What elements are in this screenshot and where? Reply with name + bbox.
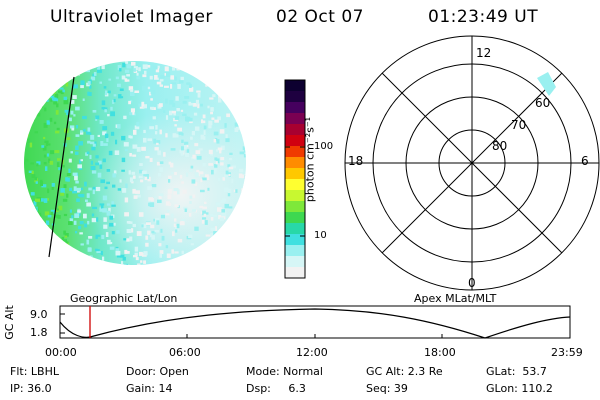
polar-ring-80: 80	[492, 139, 508, 153]
ymax-label: 9.0	[30, 308, 48, 321]
colorbar-swatch	[285, 234, 305, 246]
xtick-1200: 12:00	[296, 346, 328, 359]
polar-label-6: 6	[581, 154, 589, 168]
info-door: Door: Open	[126, 365, 189, 378]
info-mode: Mode: Normal	[246, 365, 323, 378]
colorbar	[284, 79, 306, 279]
info-ip: IP: 36.0	[10, 382, 52, 395]
colorbar-swatch	[285, 135, 305, 147]
polar-ring-60: 60	[535, 96, 551, 110]
gc-alt-ylabel: GC Alt	[2, 305, 16, 340]
colorbar-swatch	[285, 201, 305, 213]
colorbar-swatch	[285, 146, 305, 158]
terminator-line	[48, 76, 75, 258]
colorbar-swatch	[285, 179, 305, 191]
xtick-0600: 06:00	[169, 346, 201, 359]
colorbar-swatch	[285, 113, 305, 125]
xtick-1800: 18:00	[424, 346, 456, 359]
colorbar-swatch	[285, 91, 305, 103]
colorbar-tick-10: 10	[314, 230, 327, 241]
colorbar-swatch	[285, 256, 305, 268]
info-flt: Flt: LBHL	[10, 365, 59, 378]
info-glon: GLon: 110.2	[486, 382, 553, 395]
colorbar-swatch	[285, 102, 305, 114]
polar-aurora-patch	[537, 72, 556, 96]
info-glat: GLat: 53.7	[486, 365, 547, 378]
colorbar-swatch	[285, 190, 305, 202]
colorbar-swatch	[285, 157, 305, 169]
colorbar-swatch	[285, 168, 305, 180]
colorbar-tick-100: 100	[314, 141, 334, 152]
colorbar-swatch	[285, 212, 305, 224]
polar-plot	[344, 35, 600, 291]
info-gcalt: GC Alt: 2.3 Re	[366, 365, 443, 378]
polar-ring-70: 70	[511, 118, 527, 132]
ymin-label: 1.8	[30, 326, 48, 339]
colorbar-swatch	[285, 245, 305, 257]
colorbar-swatch	[285, 267, 305, 279]
time-label: 01:23:49 UT	[428, 7, 539, 27]
info-dsp: Dsp: 6.3	[246, 382, 306, 395]
polar-label-12: 12	[476, 46, 492, 60]
instrument-title: Ultraviolet Imager	[50, 7, 213, 27]
polar-label-0: 0	[468, 276, 476, 290]
colorbar-swatch	[285, 80, 305, 92]
colorbar-swatch	[285, 223, 305, 235]
colorbar-unit-label: photon cm⁻²s⁻¹	[303, 116, 317, 203]
orbit-plot	[59, 305, 571, 339]
info-gain: Gain: 14	[126, 382, 173, 395]
xtick-0000: 00:00	[45, 346, 77, 359]
xtick-2359: 23:59	[551, 346, 583, 359]
info-seq: Seq: 39	[366, 382, 408, 395]
date-label: 02 Oct 07	[276, 7, 364, 27]
apex-caption: Apex MLat/MLT	[414, 292, 497, 305]
polar-label-18: 18	[348, 154, 364, 168]
geographic-caption: Geographic Lat/Lon	[70, 292, 178, 305]
uv-image-disk	[24, 61, 246, 265]
colorbar-swatch	[285, 124, 305, 136]
